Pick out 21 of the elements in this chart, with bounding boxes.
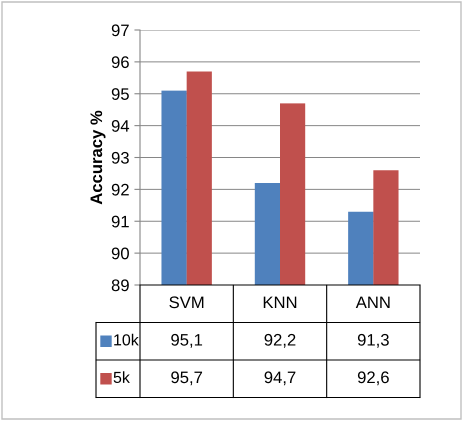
- legend-label: 5k: [114, 371, 130, 384]
- x-tick-label: KNN: [264, 296, 296, 308]
- data-label: 91,3: [358, 334, 389, 348]
- y-tick-label: 90: [112, 248, 129, 260]
- x-tick-label: SVM: [169, 296, 204, 308]
- legend-label: 10k: [114, 334, 139, 346]
- data-label: 94,7: [264, 371, 296, 386]
- y-tick-label: 96: [112, 56, 129, 68]
- y-tick-label: 92: [112, 184, 129, 196]
- y-axis-title: Accuracy %: [90, 110, 106, 204]
- y-tick-label: 95: [112, 88, 129, 100]
- y-tick-label: 94: [112, 120, 130, 132]
- y-tick-label: 89: [112, 279, 129, 292]
- x-tick-label: ANN: [356, 296, 390, 308]
- y-tick-label: 91: [112, 216, 129, 228]
- y-tick-label: 93: [112, 152, 129, 164]
- data-label: 95,1: [171, 334, 202, 348]
- data-label: 92,6: [358, 371, 389, 386]
- data-label: 95,7: [171, 371, 202, 386]
- data-label: 92,2: [264, 334, 296, 348]
- y-tick-label: 97: [112, 24, 129, 36]
